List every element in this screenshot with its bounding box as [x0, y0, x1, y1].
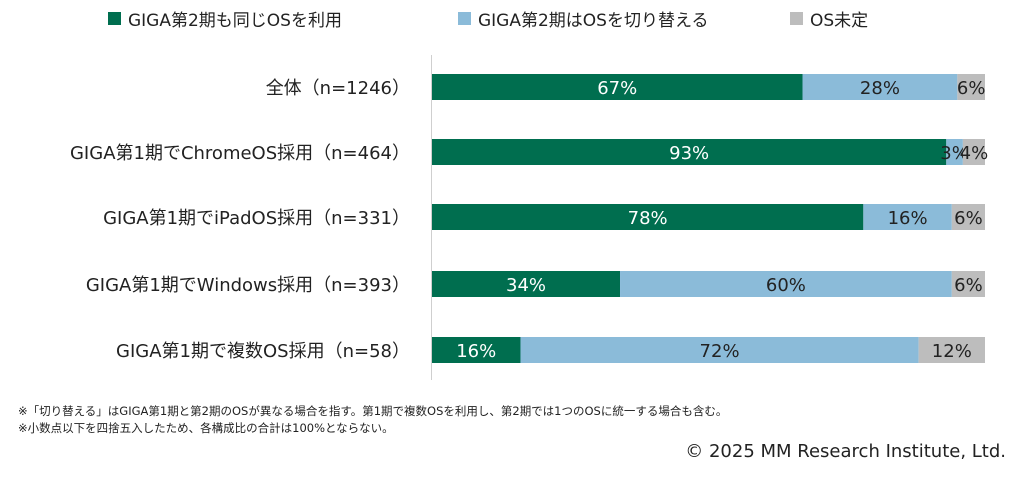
bar-segment — [918, 337, 985, 363]
data-label: 4% — [960, 143, 989, 164]
data-label: 6% — [954, 275, 983, 296]
bar-segment — [962, 139, 985, 165]
copyright: © 2025 MM Research Institute, Ltd. — [685, 441, 1006, 462]
bar-segment — [946, 139, 963, 165]
bar-segment — [863, 204, 952, 230]
legend-swatch-same-os — [108, 12, 121, 25]
legend-label-undecided: OS未定 — [810, 11, 869, 31]
data-label: 78% — [628, 208, 668, 229]
data-label: 16% — [888, 208, 928, 229]
bar-segment — [432, 139, 947, 165]
category-label: GIGA第1期で複数OS採用（n=58） — [116, 341, 410, 362]
bar-segment — [802, 74, 958, 100]
legend-swatch-undecided — [790, 12, 803, 25]
bar-segment — [432, 271, 621, 297]
legend-label-switch-os: GIGA第2期はOSを切り替える — [478, 11, 709, 31]
data-label: 60% — [766, 275, 806, 296]
bar-segment — [951, 271, 985, 297]
category-label: GIGA第1期でChromeOS採用（n=464） — [70, 143, 410, 164]
legend-item-switch-os: GIGA第2期はOSを切り替える — [458, 6, 708, 31]
data-label: 12% — [932, 341, 972, 362]
stacked-bar-chart: 全体（n=1246） 67% 28% 6% GIGA第1期でChromeOS採用（n=4… — [70, 55, 989, 380]
data-label: 6% — [954, 208, 983, 229]
bar-segment — [432, 337, 521, 363]
legend-item-same-os: GIGA第2期も同じOSを利用 — [108, 6, 342, 31]
bar-segment — [432, 74, 803, 100]
data-label: 28% — [860, 78, 900, 99]
data-label: 67% — [597, 78, 637, 99]
category-label: GIGA第1期でiPadOS採用（n=331） — [103, 208, 410, 229]
data-label: 3% — [940, 143, 969, 164]
data-label: 72% — [700, 341, 740, 362]
bar-segment — [520, 337, 919, 363]
category-label: GIGA第1期でWindows採用（n=393） — [86, 275, 410, 296]
bar-segment — [957, 74, 985, 100]
data-label: 93% — [669, 143, 709, 164]
data-label: 16% — [456, 341, 496, 362]
footnote-rounding: ※小数点以下を四捨五入したため、各構成比の合計は100%とならない。 — [18, 421, 394, 435]
bar-segment — [432, 204, 864, 230]
legend-swatch-switch-os — [458, 12, 471, 25]
bar-segment — [620, 271, 952, 297]
footnote-switch-definition: ※「切り替える」はGIGA第1期と第2期のOSが異なる場合を指す。第1期で複数O… — [18, 404, 728, 418]
legend-item-undecided: OS未定 — [790, 6, 868, 31]
data-label: 34% — [506, 275, 546, 296]
legend-label-same-os: GIGA第2期も同じOSを利用 — [128, 11, 342, 31]
bar-segment — [951, 204, 985, 230]
data-label: 6% — [957, 78, 986, 99]
category-label: 全体（n=1246） — [266, 78, 410, 99]
legend: GIGA第2期も同じOSを利用 GIGA第2期はOSを切り替える OS未定 — [0, 6, 1024, 34]
